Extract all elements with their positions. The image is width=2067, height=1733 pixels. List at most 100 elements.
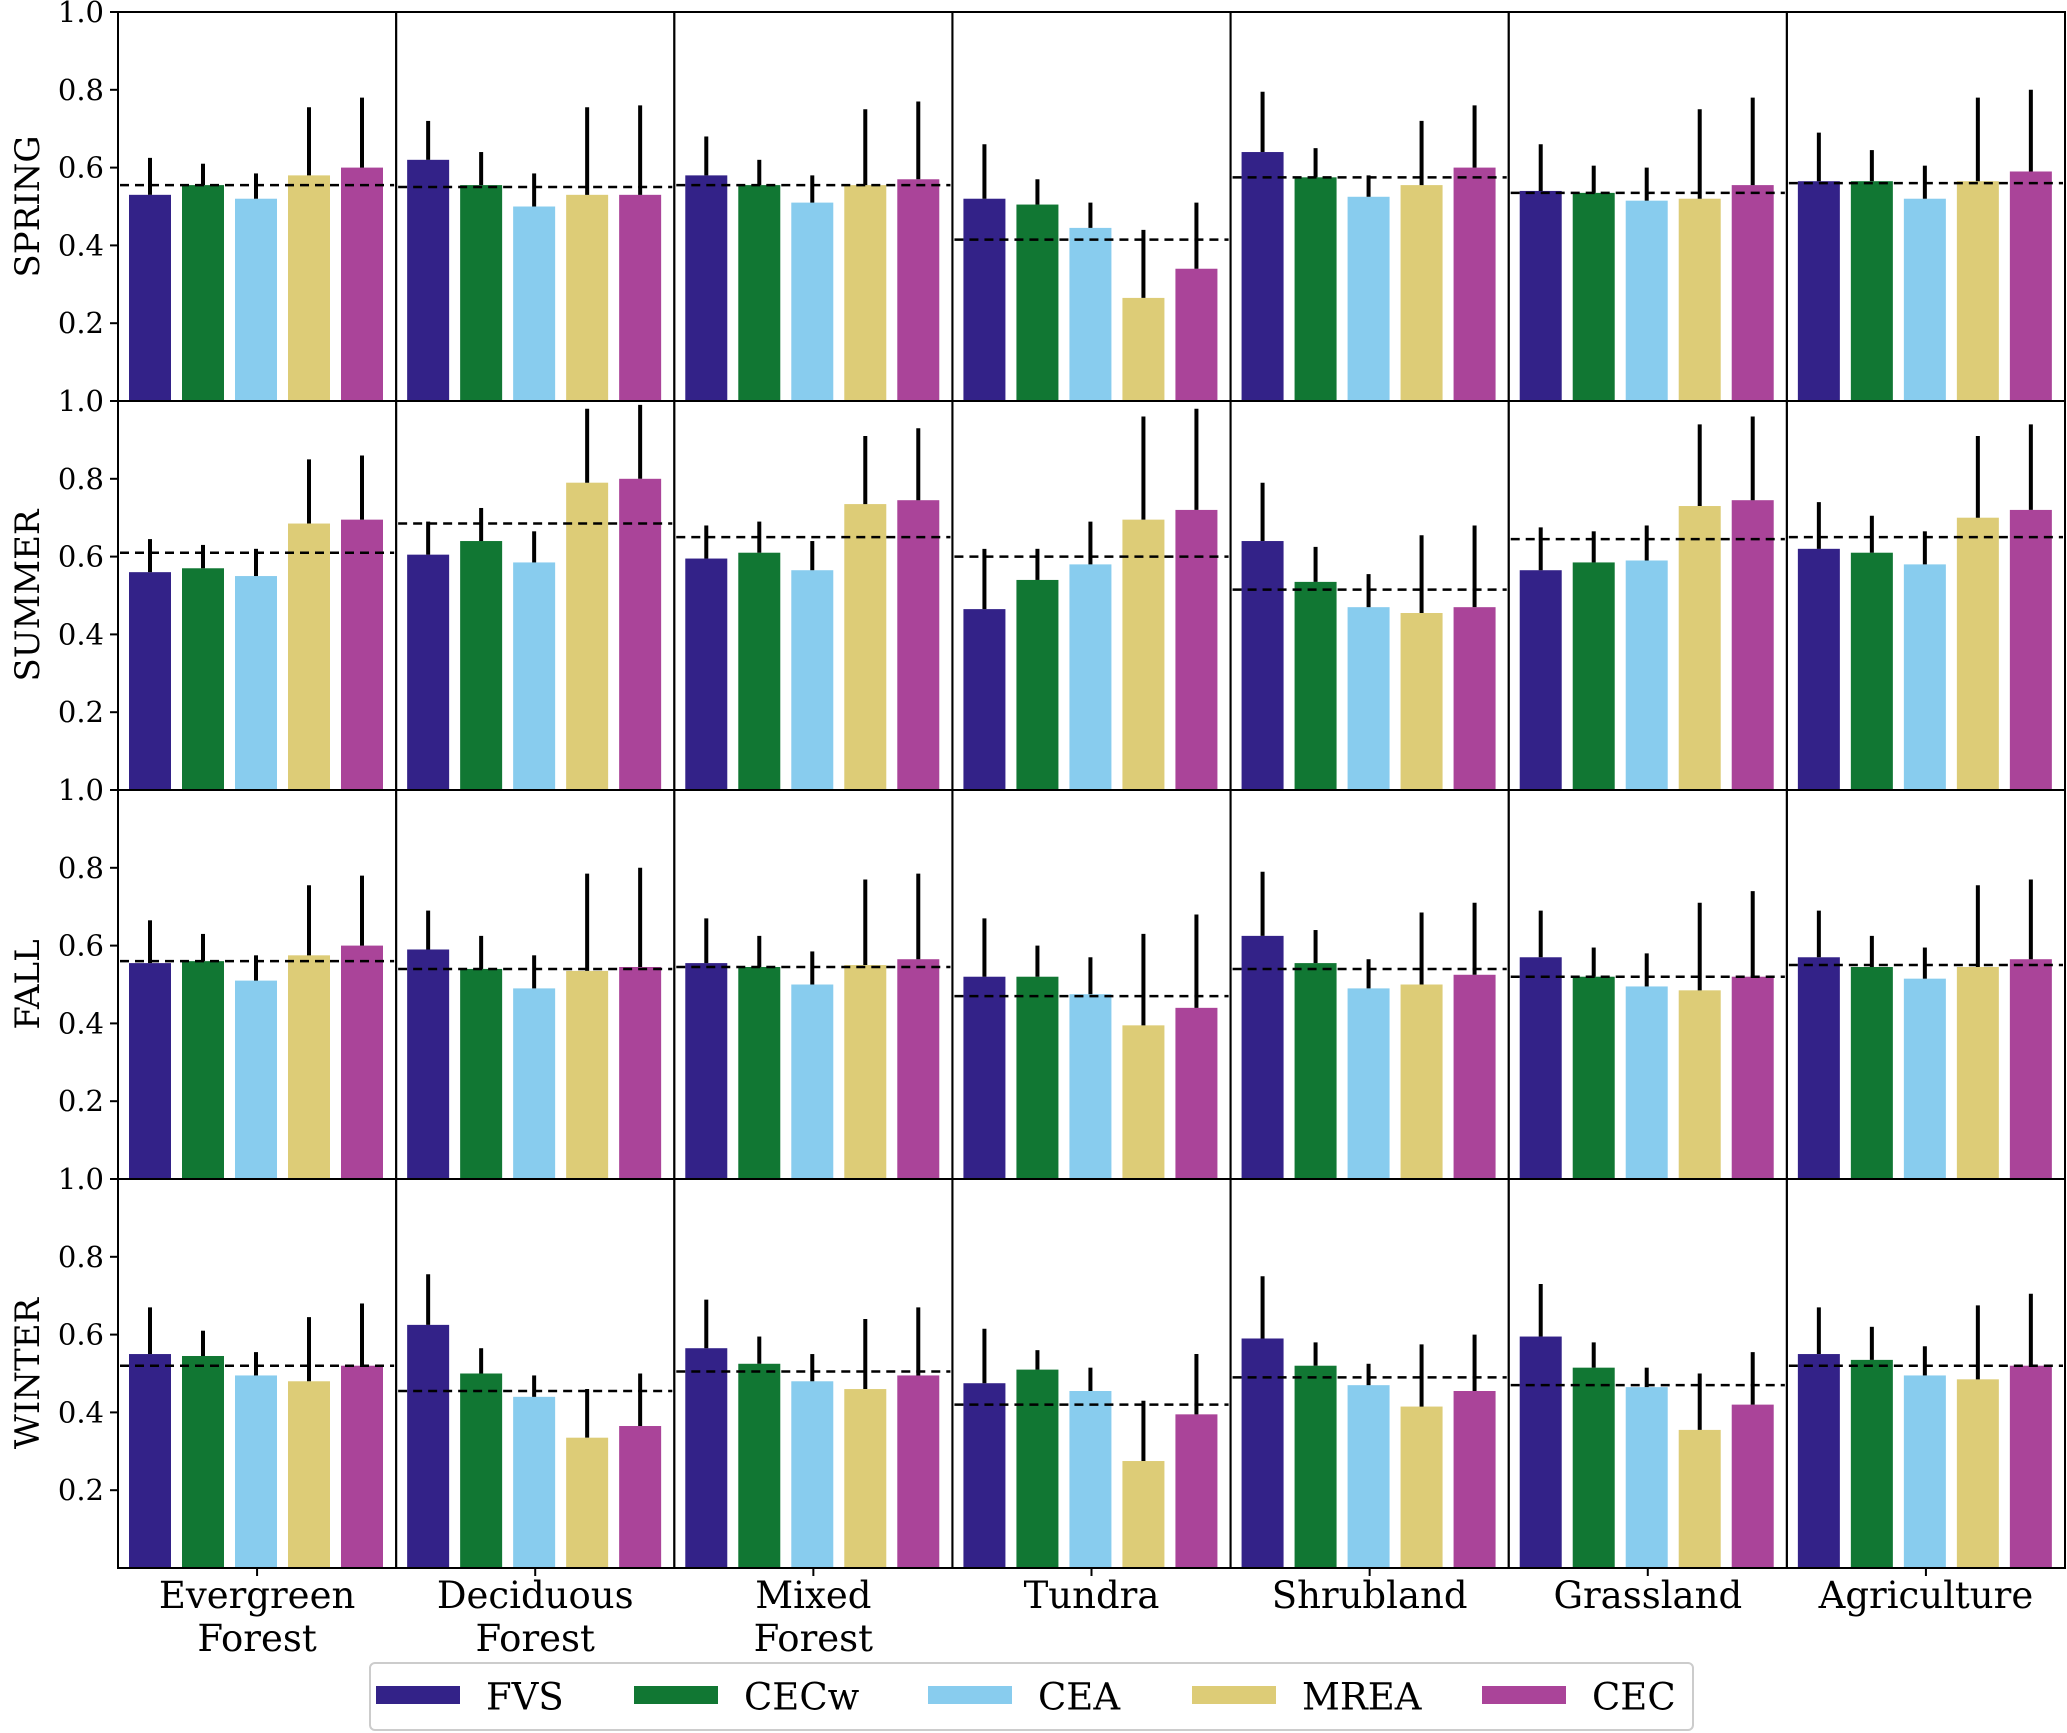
- legend-label-mrea: MREA: [1302, 1676, 1423, 1719]
- bar-spring-deciduous-forest-mrea: [566, 194, 609, 401]
- bar-spring-deciduous-forest-cea: [513, 206, 556, 401]
- legend-label-cecw: CECw: [744, 1676, 860, 1719]
- bar-spring-grassland-mrea: [1678, 198, 1721, 401]
- bar-fall-mixed-forest-cecw: [738, 966, 781, 1179]
- bar-summer-agriculture-mrea: [1956, 517, 1999, 790]
- bar-spring-evergreen-forest-cea: [235, 198, 277, 401]
- bar-fall-mixed-forest-cec: [897, 959, 940, 1179]
- bar-fall-shrubland-mrea: [1400, 984, 1443, 1179]
- bar-winter-evergreen-forest-cecw: [182, 1355, 224, 1568]
- bar-spring-mixed-forest-cec: [897, 179, 940, 401]
- bar-winter-shrubland-cea: [1347, 1385, 1390, 1568]
- x-category-label-mixed-forest: Forest: [754, 1617, 873, 1660]
- bar-summer-grassland-cec: [1731, 500, 1774, 790]
- bar-summer-tundra-cecw: [1016, 579, 1059, 790]
- bar-fall-tundra-cec: [1175, 1007, 1218, 1179]
- bar-fall-agriculture-cec: [2009, 959, 2052, 1179]
- bar-spring-grassland-cea: [1625, 200, 1668, 401]
- bar-summer-grassland-fvs: [1519, 570, 1562, 790]
- bar-summer-shrubland-fvs: [1241, 541, 1284, 790]
- bar-summer-grassland-cecw: [1572, 562, 1615, 790]
- legend-swatch-cea: [928, 1686, 1012, 1704]
- y-tick-label-summer: 0.8: [58, 462, 104, 496]
- bar-spring-tundra-cecw: [1016, 204, 1059, 401]
- bar-summer-shrubland-cec: [1453, 607, 1496, 790]
- bar-spring-tundra-cec: [1175, 268, 1218, 401]
- bar-summer-evergreen-forest-cecw: [182, 568, 224, 790]
- bar-summer-agriculture-cea: [1903, 564, 1946, 790]
- bar-spring-tundra-cea: [1069, 227, 1112, 401]
- x-category-label-evergreen-forest: Forest: [197, 1617, 316, 1660]
- y-tick-label-winter: 0.4: [58, 1395, 104, 1429]
- y-tick-label-fall: 1.0: [58, 773, 104, 807]
- y-tick-label-winter: 0.2: [58, 1473, 104, 1507]
- bar-winter-tundra-fvs: [963, 1383, 1006, 1568]
- bar-spring-evergreen-forest-cecw: [182, 185, 224, 401]
- bar-spring-mixed-forest-cea: [791, 202, 834, 401]
- bar-fall-agriculture-mrea: [1956, 966, 1999, 1179]
- bar-summer-evergreen-forest-cea: [235, 576, 277, 790]
- bar-spring-mixed-forest-cecw: [738, 185, 781, 401]
- bar-winter-mixed-forest-fvs: [685, 1348, 728, 1568]
- bar-spring-shrubland-fvs: [1241, 152, 1284, 401]
- x-category-label-shrubland: Shrubland: [1272, 1574, 1468, 1617]
- bar-winter-tundra-cec: [1175, 1414, 1218, 1568]
- bar-winter-evergreen-forest-fvs: [129, 1354, 171, 1568]
- bar-summer-agriculture-fvs: [1797, 548, 1840, 790]
- bar-fall-tundra-fvs: [963, 976, 1006, 1179]
- x-category-label-evergreen-forest: Evergreen: [159, 1574, 356, 1617]
- bar-summer-agriculture-cec: [2009, 509, 2052, 790]
- y-tick-label-summer: 0.2: [58, 695, 104, 729]
- bar-summer-deciduous-forest-cec: [619, 478, 662, 790]
- bar-spring-mixed-forest-fvs: [685, 175, 728, 401]
- bar-summer-deciduous-forest-cecw: [460, 541, 503, 790]
- x-category-label-grassland: Grassland: [1553, 1574, 1742, 1617]
- row-label-winter: WINTER: [8, 1296, 48, 1449]
- y-tick-label-spring: 1.0: [58, 0, 104, 29]
- bar-spring-grassland-cec: [1731, 185, 1774, 401]
- bar-fall-grassland-mrea: [1678, 990, 1721, 1179]
- bar-summer-shrubland-cecw: [1294, 581, 1337, 790]
- y-tick-label-spring: 0.2: [58, 306, 104, 340]
- bar-winter-agriculture-fvs: [1797, 1354, 1840, 1568]
- bar-spring-agriculture-cecw: [1850, 181, 1893, 401]
- y-tick-label-fall: 0.4: [58, 1006, 104, 1040]
- bar-summer-mixed-forest-cea: [791, 570, 834, 790]
- bar-spring-tundra-mrea: [1122, 297, 1165, 401]
- bar-spring-grassland-cecw: [1572, 192, 1615, 401]
- legend-label-fvs: FVS: [486, 1676, 564, 1719]
- y-tick-label-summer: 1.0: [58, 384, 104, 418]
- legend-swatch-fvs: [376, 1686, 460, 1704]
- bar-fall-shrubland-cecw: [1294, 963, 1337, 1179]
- bar-fall-evergreen-forest-cec: [341, 945, 383, 1179]
- bar-summer-tundra-mrea: [1122, 519, 1165, 790]
- bar-winter-tundra-cecw: [1016, 1369, 1059, 1568]
- legend-swatch-cecw: [634, 1686, 718, 1704]
- bar-winter-shrubland-cec: [1453, 1391, 1496, 1568]
- bar-winter-grassland-mrea: [1678, 1429, 1721, 1568]
- bar-summer-evergreen-forest-fvs: [129, 572, 171, 790]
- bar-winter-agriculture-cea: [1903, 1375, 1946, 1568]
- bar-spring-deciduous-forest-cecw: [460, 185, 503, 401]
- bar-winter-grassland-cec: [1731, 1404, 1774, 1568]
- bar-winter-shrubland-fvs: [1241, 1338, 1284, 1568]
- bar-fall-deciduous-forest-cecw: [460, 968, 503, 1179]
- bar-fall-shrubland-cec: [1453, 974, 1496, 1179]
- bar-summer-tundra-cea: [1069, 564, 1112, 790]
- bar-fall-grassland-fvs: [1519, 957, 1562, 1179]
- bar-spring-shrubland-cec: [1453, 167, 1496, 401]
- bar-spring-agriculture-cec: [2009, 171, 2052, 401]
- x-category-label-tundra: Tundra: [1024, 1574, 1160, 1617]
- bar-fall-shrubland-cea: [1347, 988, 1390, 1179]
- bar-fall-agriculture-cecw: [1850, 966, 1893, 1179]
- bar-winter-mixed-forest-cec: [897, 1375, 940, 1568]
- bar-winter-deciduous-forest-cea: [513, 1396, 556, 1568]
- bar-summer-agriculture-cecw: [1850, 552, 1893, 790]
- bar-fall-tundra-cecw: [1016, 976, 1059, 1179]
- bar-spring-tundra-fvs: [963, 198, 1006, 401]
- bar-spring-agriculture-cea: [1903, 198, 1946, 401]
- bar-winter-deciduous-forest-fvs: [407, 1324, 450, 1568]
- y-tick-label-fall: 0.6: [58, 929, 104, 963]
- bar-winter-deciduous-forest-cec: [619, 1426, 662, 1568]
